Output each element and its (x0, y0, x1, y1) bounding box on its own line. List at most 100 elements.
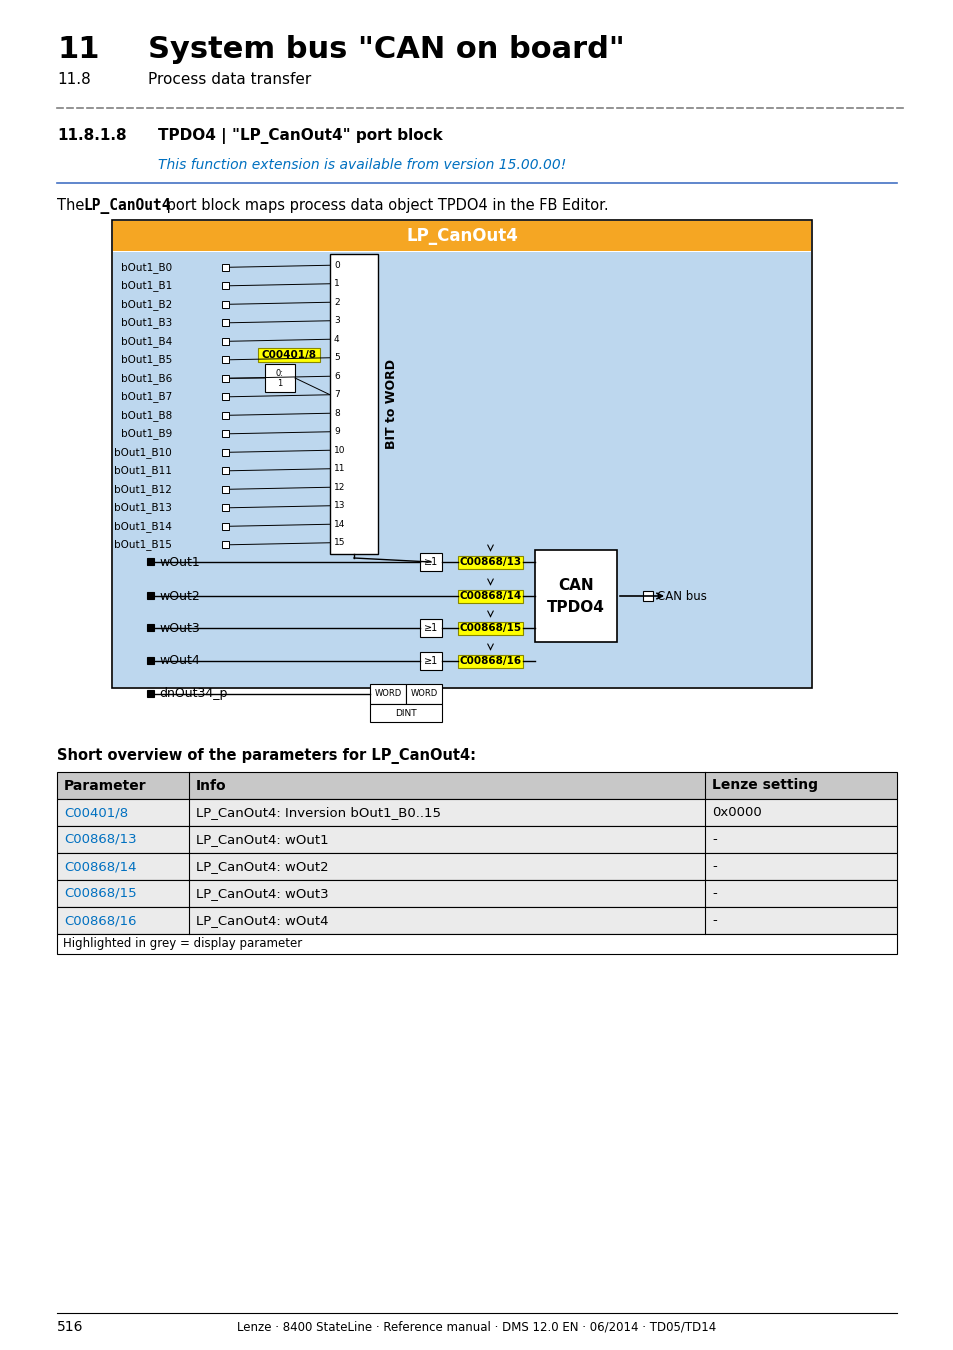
Text: LP_CanOut4: LP_CanOut4 (83, 198, 171, 215)
Text: CAN: CAN (558, 578, 593, 593)
FancyBboxPatch shape (457, 621, 522, 634)
Text: ≥1: ≥1 (423, 622, 437, 633)
FancyBboxPatch shape (222, 505, 229, 512)
Text: 0x0000: 0x0000 (711, 806, 760, 819)
FancyBboxPatch shape (222, 448, 229, 456)
FancyBboxPatch shape (457, 590, 522, 602)
Text: Lenze setting: Lenze setting (711, 779, 817, 792)
Text: 12: 12 (334, 483, 345, 491)
Text: 6: 6 (334, 371, 339, 381)
Text: 10: 10 (334, 446, 345, 455)
FancyBboxPatch shape (535, 549, 617, 643)
Text: WORD: WORD (374, 690, 401, 698)
Text: -: - (711, 833, 716, 846)
Text: Highlighted in grey = display parameter: Highlighted in grey = display parameter (63, 937, 302, 950)
FancyBboxPatch shape (222, 522, 229, 529)
FancyBboxPatch shape (222, 393, 229, 400)
Text: C00868/13: C00868/13 (459, 558, 521, 567)
Text: 5: 5 (334, 354, 339, 362)
Text: 8: 8 (334, 409, 339, 417)
Text: bOut1_B13: bOut1_B13 (114, 502, 172, 513)
FancyBboxPatch shape (419, 620, 441, 637)
Text: wOut4: wOut4 (159, 655, 199, 667)
FancyBboxPatch shape (57, 853, 896, 880)
FancyBboxPatch shape (222, 541, 229, 548)
Text: -: - (711, 914, 716, 927)
Text: C00868/14: C00868/14 (459, 591, 521, 601)
FancyBboxPatch shape (457, 555, 522, 568)
Text: C00868/16: C00868/16 (64, 914, 136, 927)
FancyBboxPatch shape (147, 657, 153, 664)
Text: -: - (711, 887, 716, 900)
Text: DINT: DINT (395, 709, 416, 717)
Text: bOut1_B9: bOut1_B9 (121, 428, 172, 439)
FancyBboxPatch shape (222, 375, 229, 382)
Text: bOut1_B3: bOut1_B3 (121, 317, 172, 328)
Text: bOut1_B8: bOut1_B8 (121, 410, 172, 421)
FancyBboxPatch shape (57, 907, 896, 934)
FancyBboxPatch shape (112, 220, 811, 688)
Text: 1: 1 (277, 379, 282, 389)
Text: Process data transfer: Process data transfer (148, 72, 311, 86)
Text: TPDO4: TPDO4 (546, 599, 604, 614)
FancyBboxPatch shape (222, 282, 229, 289)
Text: C00868/16: C00868/16 (459, 656, 521, 666)
Text: ≥1: ≥1 (423, 558, 437, 567)
Text: CAN bus: CAN bus (657, 590, 706, 603)
FancyBboxPatch shape (57, 799, 896, 826)
Text: dnOut34_p: dnOut34_p (159, 687, 227, 701)
Text: This function extension is available from version 15.00.00!: This function extension is available fro… (158, 158, 566, 171)
Text: bOut1_B11: bOut1_B11 (114, 466, 172, 477)
FancyBboxPatch shape (222, 431, 229, 437)
Text: 14: 14 (334, 520, 345, 529)
FancyBboxPatch shape (147, 690, 153, 697)
Text: The: The (57, 198, 89, 213)
Text: 516: 516 (57, 1320, 84, 1334)
Text: C00868/15: C00868/15 (64, 887, 136, 900)
Text: 11: 11 (334, 464, 345, 474)
FancyBboxPatch shape (112, 252, 810, 687)
FancyBboxPatch shape (112, 221, 810, 251)
Text: 1: 1 (334, 279, 339, 289)
Text: bOut1_B0: bOut1_B0 (121, 262, 172, 273)
Text: 7: 7 (334, 390, 339, 400)
Text: C00868/15: C00868/15 (459, 622, 521, 633)
Text: System bus "CAN on board": System bus "CAN on board" (148, 35, 624, 63)
Text: 3: 3 (334, 316, 339, 325)
Text: Lenze · 8400 StateLine · Reference manual · DMS 12.0 EN · 06/2014 · TD05/TD14: Lenze · 8400 StateLine · Reference manua… (237, 1320, 716, 1334)
Text: bOut1_B14: bOut1_B14 (114, 521, 172, 532)
Text: bOut1_B1: bOut1_B1 (121, 281, 172, 292)
FancyBboxPatch shape (222, 319, 229, 327)
Text: 11.8: 11.8 (57, 72, 91, 86)
Text: bOut1_B4: bOut1_B4 (121, 336, 172, 347)
Text: C00868/13: C00868/13 (64, 833, 136, 846)
Text: Short overview of the parameters for LP_CanOut4:: Short overview of the parameters for LP_… (57, 748, 476, 764)
Text: TPDO4 | "LP_CanOut4" port block: TPDO4 | "LP_CanOut4" port block (158, 128, 442, 144)
FancyBboxPatch shape (419, 652, 441, 670)
FancyBboxPatch shape (222, 263, 229, 271)
Text: C00401/8: C00401/8 (261, 350, 316, 360)
Text: 0: 0 (334, 261, 339, 270)
Text: LP_CanOut4: Inversion bOut1_B0..15: LP_CanOut4: Inversion bOut1_B0..15 (195, 806, 440, 819)
Text: ≥1: ≥1 (423, 656, 437, 666)
Text: wOut3: wOut3 (159, 621, 199, 634)
Text: LP_CanOut4: wOut4: LP_CanOut4: wOut4 (195, 914, 328, 927)
FancyBboxPatch shape (222, 467, 229, 474)
FancyBboxPatch shape (222, 338, 229, 344)
Text: 2: 2 (334, 298, 339, 306)
Text: bOut1_B10: bOut1_B10 (114, 447, 172, 458)
FancyBboxPatch shape (642, 591, 652, 601)
Text: LP_CanOut4: wOut3: LP_CanOut4: wOut3 (195, 887, 328, 900)
FancyBboxPatch shape (57, 772, 896, 799)
Text: 9: 9 (334, 427, 339, 436)
Text: 15: 15 (334, 539, 345, 547)
Text: bOut1_B6: bOut1_B6 (121, 373, 172, 383)
FancyBboxPatch shape (257, 348, 319, 362)
FancyBboxPatch shape (57, 880, 896, 907)
FancyBboxPatch shape (406, 684, 441, 703)
Text: Parameter: Parameter (64, 779, 147, 792)
Text: 13: 13 (334, 501, 345, 510)
Text: wOut1: wOut1 (159, 555, 199, 568)
Text: bOut1_B7: bOut1_B7 (121, 392, 172, 402)
Text: 11: 11 (57, 35, 99, 63)
